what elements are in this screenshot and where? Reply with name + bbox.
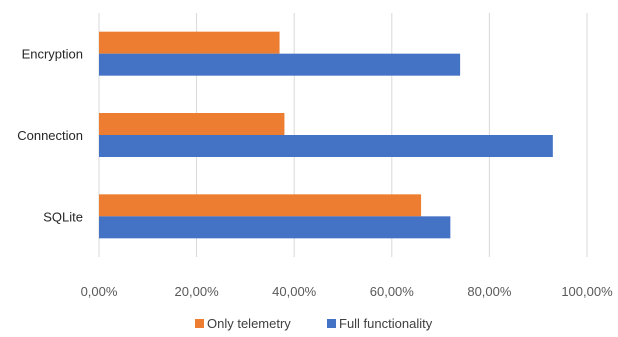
- x-tick-label: 60,00%: [370, 284, 415, 299]
- bar-full-functionality: [99, 216, 451, 239]
- bar-only-telemetry: [99, 194, 422, 217]
- category-label: Encryption: [22, 47, 83, 62]
- legend: Only telemetry Full functionality: [195, 316, 433, 331]
- category-axis: Encryption Connection SQLite: [17, 47, 83, 225]
- bar-full-functionality: [99, 135, 553, 157]
- x-tick-label: 40,00%: [272, 284, 317, 299]
- bar-full-functionality: [99, 53, 461, 76]
- bars: [99, 31, 553, 239]
- legend-label: Full functionality: [339, 316, 433, 331]
- x-tick-label: 80,00%: [467, 284, 512, 299]
- x-tick-label: 100,00%: [561, 284, 613, 299]
- value-axis: 0,00% 20,00% 40,00% 60,00% 80,00% 100,00%: [81, 284, 614, 299]
- legend-swatch: [327, 319, 336, 328]
- x-tick-label: 0,00%: [81, 284, 118, 299]
- legend-swatch: [195, 319, 204, 328]
- bar-only-telemetry: [99, 31, 280, 54]
- category-label: SQLite: [43, 209, 83, 224]
- category-label: Connection: [17, 128, 83, 143]
- legend-label: Only telemetry: [207, 316, 291, 331]
- x-tick-label: 20,00%: [175, 284, 220, 299]
- bar-only-telemetry: [99, 113, 285, 135]
